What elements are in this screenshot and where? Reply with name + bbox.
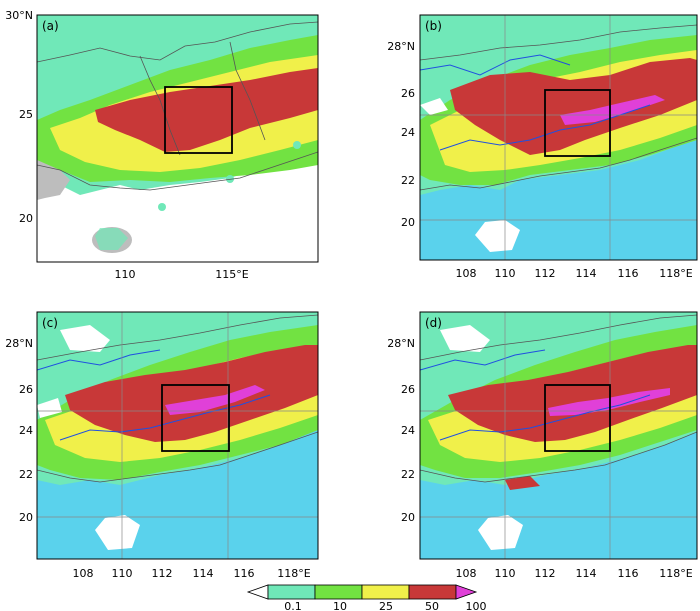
panel-d-xtick: 110 (495, 567, 516, 580)
colorbar-label: 50 (425, 600, 439, 611)
panel-d: (d) 28°N 26 24 22 20 108 110 112 114 116… (387, 311, 698, 580)
panel-a: (a) 30°N 25 20 110 115°E (5, 9, 319, 281)
panel-d-xtick: 112 (535, 567, 556, 580)
panel-c-xtick: 112 (152, 567, 173, 580)
panel-b-box (544, 89, 611, 157)
panel-b-frame (419, 14, 698, 261)
panel-b-xtick: 114 (576, 267, 597, 280)
panel-c-label: (c) (42, 316, 58, 330)
colorbar: 0.1 10 25 50 100 (246, 584, 487, 611)
panel-c-frame (36, 311, 319, 560)
panel-d-label: (d) (425, 316, 442, 330)
colorbar-label: 10 (333, 600, 347, 611)
panel-b-ytick: 28°N (387, 40, 415, 53)
panel-a-ytick: 30°N (5, 9, 33, 22)
panel-d-ytick: 20 (401, 511, 415, 524)
panel-b-xtick: 108 (456, 267, 477, 280)
panel-c-xtick: 110 (112, 567, 133, 580)
panel-b-ytick: 22 (401, 174, 415, 187)
panel-b-ytick: 26 (401, 87, 415, 100)
colorbar-seg (361, 584, 410, 600)
panel-c-xtick: 118°E (277, 567, 310, 580)
panel-d-frame (419, 311, 698, 560)
colorbar-seg (267, 584, 316, 600)
colorbar-seg (246, 584, 269, 600)
panel-d-map (420, 312, 697, 559)
colorbar-label: 0.1 (284, 600, 302, 611)
panel-d-ytick: 24 (401, 424, 415, 437)
panel-c-xtick: 114 (193, 567, 214, 580)
panel-b: (b) 28°N 26 24 22 20 108 110 112 114 116… (387, 14, 698, 280)
panel-c-ytick: 26 (19, 383, 33, 396)
panel-a-xtick: 115°E (215, 268, 248, 281)
panel-d-xtick: 116 (618, 567, 639, 580)
colorbar-label: 100 (466, 600, 487, 611)
panel-c-ytick: 20 (19, 511, 33, 524)
panel-b-ytick: 24 (401, 126, 415, 139)
panel-a-ytick: 20 (19, 212, 33, 225)
panel-a-box (164, 86, 233, 154)
panel-a-map (37, 15, 318, 262)
panel-c-xtick: 108 (73, 567, 94, 580)
panel-b-xtick: 112 (535, 267, 556, 280)
panel-c-ytick: 24 (19, 424, 33, 437)
panel-a-frame (36, 14, 319, 263)
panel-b-xtick: 116 (618, 267, 639, 280)
colorbar-seg (408, 584, 457, 600)
panel-a-label: (a) (42, 19, 59, 33)
panel-c: (c) 28°N 26 24 22 20 108 110 112 114 116… (5, 311, 319, 580)
colorbar-seg (314, 584, 363, 600)
panel-d-box (544, 384, 611, 452)
panel-d-xtick: 114 (576, 567, 597, 580)
panel-d-ytick: 26 (401, 383, 415, 396)
panel-b-xtick: 118°E (659, 267, 692, 280)
panel-b-label: (b) (425, 19, 442, 33)
panel-c-xtick: 116 (234, 567, 255, 580)
colorbar-label: 25 (379, 600, 393, 611)
panel-c-ytick: 22 (19, 468, 33, 481)
panel-a-xtick: 110 (115, 268, 136, 281)
panel-a-ytick: 25 (19, 108, 33, 121)
panel-d-ytick: 22 (401, 468, 415, 481)
panel-c-box (161, 384, 230, 452)
panel-d-ytick: 28°N (387, 337, 415, 350)
panel-b-ytick: 20 (401, 216, 415, 229)
panel-b-map (420, 15, 697, 260)
panel-c-map (37, 312, 318, 559)
panel-c-ytick: 28°N (5, 337, 33, 350)
panel-d-xtick: 108 (456, 567, 477, 580)
panel-b-xtick: 110 (495, 267, 516, 280)
panel-d-xtick: 118°E (659, 567, 692, 580)
colorbar-seg (455, 584, 478, 600)
